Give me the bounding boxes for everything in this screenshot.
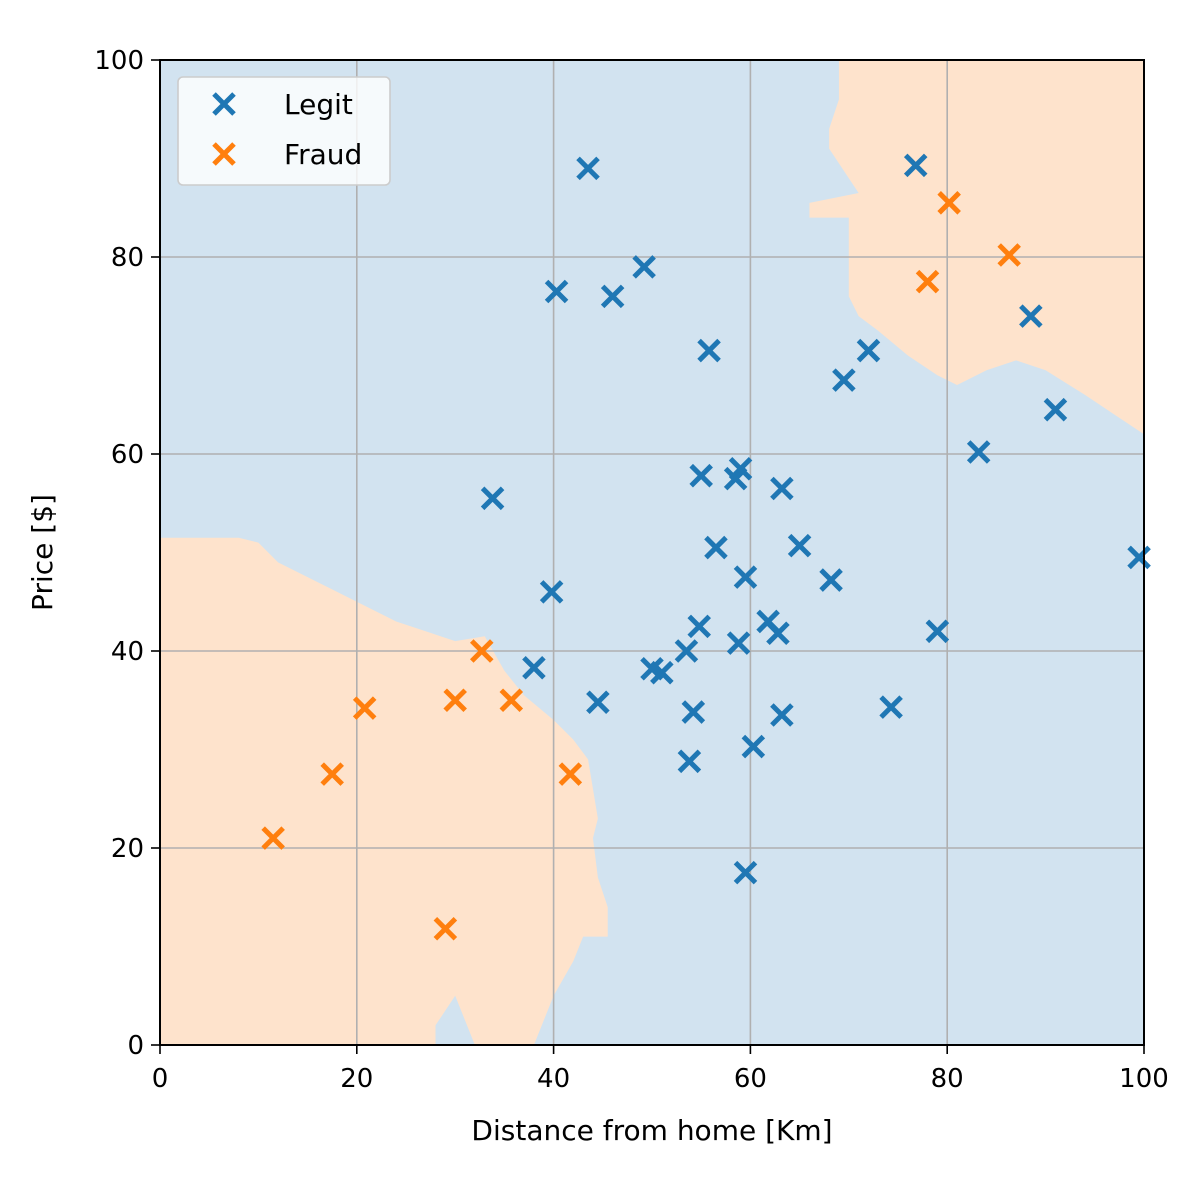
legit-point (733, 860, 758, 885)
fraud-point (470, 639, 494, 663)
y-tick-label: 0 (127, 1031, 144, 1061)
legit-point (674, 639, 699, 663)
x-tick-label: 80 (931, 1064, 964, 1094)
legit-point (832, 368, 856, 392)
x-tick-label: 100 (1119, 1064, 1169, 1094)
legit-point (787, 533, 812, 558)
lower-left-fraud-region (160, 537, 608, 1045)
legit-point (770, 476, 794, 501)
fraud-point (915, 269, 940, 294)
legend-label-legit: Legit (284, 88, 353, 121)
x-tick-label: 0 (152, 1064, 169, 1094)
fraud-point (558, 762, 583, 786)
y-tick-label: 100 (94, 46, 144, 76)
y-axis-label: Price [$] (26, 494, 59, 611)
legit-point (733, 565, 758, 589)
legit-point (687, 614, 711, 639)
legit-point (704, 535, 728, 560)
legit-point (632, 255, 656, 279)
plot-frame (159, 59, 1145, 1046)
legit-point (770, 703, 794, 727)
legit-point (728, 457, 753, 481)
legit-point (925, 619, 950, 644)
legend: Legit Fraud (177, 76, 391, 186)
data-points (261, 153, 1151, 941)
legend-marker-fraud (212, 142, 236, 166)
legit-point (1019, 304, 1043, 328)
legit-point (689, 463, 713, 488)
axis-ticks: 0 20 40 60 80 100 0 20 40 60 80 100 (94, 46, 1168, 1094)
legit-point (819, 568, 843, 592)
legit-point (1127, 545, 1151, 570)
fraud-point (352, 696, 377, 720)
x-axis-label: Distance from home [Km] (471, 1114, 832, 1147)
legit-point (697, 338, 721, 363)
y-tick-label: 20 (111, 834, 144, 864)
legit-point (650, 660, 674, 685)
legit-point (522, 655, 546, 680)
fraud-point (997, 243, 1021, 267)
legit-point (539, 580, 564, 604)
legit-point (879, 695, 903, 719)
legend-marker-legit (212, 92, 236, 116)
legit-point (576, 156, 600, 181)
fraud-point (443, 688, 467, 713)
legit-point (856, 338, 881, 363)
legit-point (544, 279, 569, 304)
legit-point (903, 153, 928, 178)
y-tick-label: 60 (111, 440, 144, 470)
fraud-point (261, 826, 285, 850)
fraud-point (937, 191, 961, 215)
legit-point (586, 690, 610, 714)
x-tick-label: 20 (340, 1064, 373, 1094)
x-tick-label: 60 (734, 1064, 767, 1094)
x-tick-label: 40 (537, 1064, 570, 1094)
legit-point (741, 734, 766, 759)
legit-point (966, 440, 991, 464)
legit-point (726, 631, 751, 655)
y-tick-label: 80 (111, 243, 144, 273)
legit-point (600, 284, 625, 309)
decision-regions (160, 60, 1144, 1045)
legit-point (681, 700, 706, 724)
upper-right-fraud-region (809, 60, 1144, 435)
legit-point (480, 486, 505, 511)
y-tick-label: 40 (111, 637, 144, 667)
fraud-point (320, 762, 344, 786)
legit-point (1043, 397, 1068, 422)
legend-label-fraud: Fraud (284, 138, 362, 171)
fraud-point (433, 917, 458, 941)
legit-point (677, 749, 702, 774)
fraud-point (499, 688, 524, 713)
legit-point (766, 621, 790, 646)
